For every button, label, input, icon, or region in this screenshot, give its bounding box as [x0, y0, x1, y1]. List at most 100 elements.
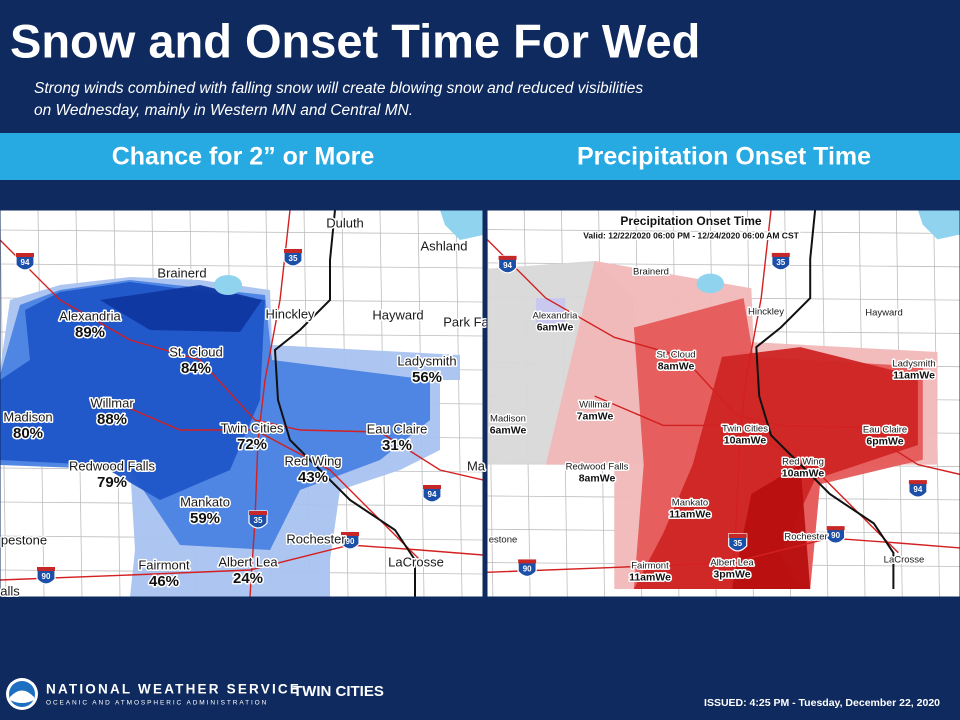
city-name: Eau Claire	[863, 425, 907, 436]
road	[487, 537, 960, 573]
city-value: 10amWe	[782, 467, 825, 479]
road	[249, 210, 291, 597]
city-value: 89%	[75, 324, 105, 341]
city-name: Alexandria	[59, 308, 121, 323]
interstate-shield	[826, 525, 846, 544]
interstate-shield-top	[826, 526, 845, 531]
city-name: Ashland	[421, 238, 468, 253]
shaded-region	[0, 282, 265, 500]
city-name: estone	[489, 535, 518, 546]
city-value: 8amWe	[658, 360, 695, 372]
interstate-shield	[283, 248, 303, 267]
city-name: Fairmont	[138, 557, 190, 572]
interstate-shield-top	[284, 249, 302, 253]
city-name: St. Cloud	[656, 350, 695, 361]
city-name: LaCrosse	[388, 554, 444, 569]
left-panel-title: Chance for 2” or More	[112, 143, 375, 171]
city-value: 43%	[298, 469, 328, 486]
state-border	[755, 210, 895, 589]
interstate-shield-top	[249, 511, 267, 515]
interstate-shield	[248, 510, 268, 529]
interstate-shield-top	[771, 252, 790, 257]
issued: ISSUED: 4:25 PM - Tuesday, December 22, …	[704, 697, 940, 709]
city-name: Ladysmith	[892, 359, 935, 370]
panel-title-bar	[0, 133, 960, 180]
city-name: Ma	[467, 458, 486, 473]
city-name: St. Cloud	[169, 344, 222, 359]
interstate-shield-top	[423, 485, 441, 489]
city-value: 11amWe	[669, 508, 711, 520]
interstate-shield	[908, 479, 928, 498]
city-value: 3pmWe	[713, 568, 750, 580]
subtitle: Strong winds combined with falling snow …	[34, 80, 643, 97]
city-name: Brainerd	[157, 265, 206, 280]
noaa-logo-wave	[10, 690, 34, 703]
map-valid-time: Valid: 12/22/2020 06:00 PM - 12/24/2020 …	[583, 230, 799, 240]
city-value: 11amWe	[893, 369, 935, 381]
interstate-number: 94	[428, 490, 437, 499]
interstate-shield	[497, 255, 518, 274]
city-value: 88%	[97, 411, 127, 428]
city-name: alls	[0, 583, 20, 598]
parent-agency: OCEANIC AND ATMOSPHERIC ADMINISTRATION	[46, 700, 268, 707]
city-name: Willmar	[579, 400, 611, 411]
interstate-shield	[36, 566, 56, 585]
city-name: Willmar	[90, 395, 134, 410]
lake	[917, 210, 960, 240]
road	[487, 238, 960, 476]
interstate-number: 90	[523, 565, 532, 574]
lake	[214, 275, 242, 295]
city-name: Hayward	[372, 307, 423, 322]
interstate-shield-top	[37, 567, 55, 571]
road	[594, 395, 737, 427]
city-value: 72%	[237, 436, 267, 453]
state-border	[273, 210, 416, 597]
city-name: Mankato	[672, 498, 708, 509]
city-value: 56%	[412, 369, 442, 386]
map-body	[487, 210, 960, 597]
interstate-shield-top	[498, 255, 517, 260]
city-name: Alexandria	[533, 311, 579, 322]
interstate-number: 94	[913, 485, 922, 494]
city-name: Rochester	[286, 531, 346, 546]
county-line	[0, 263, 483, 269]
city-name: Albert Lea	[710, 558, 754, 569]
city-name: Hinckley	[748, 307, 784, 318]
interstate-shield	[422, 484, 442, 503]
road	[736, 424, 899, 554]
city-value: 24%	[233, 570, 263, 587]
map-title: Precipitation Onset Time	[620, 214, 761, 228]
interstate-shield	[771, 252, 791, 271]
road	[0, 239, 483, 481]
road	[0, 544, 483, 581]
map-frame	[486, 209, 960, 598]
county-line	[487, 229, 960, 234]
title: Snow and Onset Time For Wed	[10, 14, 700, 67]
office: TWIN CITIES	[293, 683, 384, 700]
city-name: Fairmont	[631, 561, 669, 572]
agency: NATIONAL WEATHER SERVICE	[46, 682, 301, 697]
onset-time-map: Precipitation Onset Time Valid: 12/22/202…	[486, 209, 960, 598]
city-name: Madison	[3, 409, 52, 424]
city-name: pestone	[1, 532, 47, 547]
city-value: 10amWe	[724, 434, 767, 446]
interstate-shield-top	[16, 253, 34, 257]
county-line	[0, 229, 483, 235]
city-name: Twin Cities	[722, 424, 768, 435]
road	[109, 399, 255, 431]
city-name: Mankato	[180, 494, 230, 509]
interstate-shield	[340, 531, 360, 550]
interstate-number: 90	[831, 531, 840, 540]
city-value: 31%	[382, 437, 412, 454]
road	[731, 210, 772, 590]
city-value: 46%	[149, 573, 179, 590]
city-name: Albert Lea	[218, 554, 278, 569]
city-name: Red Wing	[284, 453, 341, 468]
interstate-number: 90	[42, 572, 51, 581]
city-name: Red Wing	[782, 457, 824, 468]
interstate-number: 94	[21, 258, 30, 267]
map-body	[0, 210, 483, 597]
interstate-shield	[517, 558, 537, 578]
interstate-number: 35	[254, 516, 263, 525]
